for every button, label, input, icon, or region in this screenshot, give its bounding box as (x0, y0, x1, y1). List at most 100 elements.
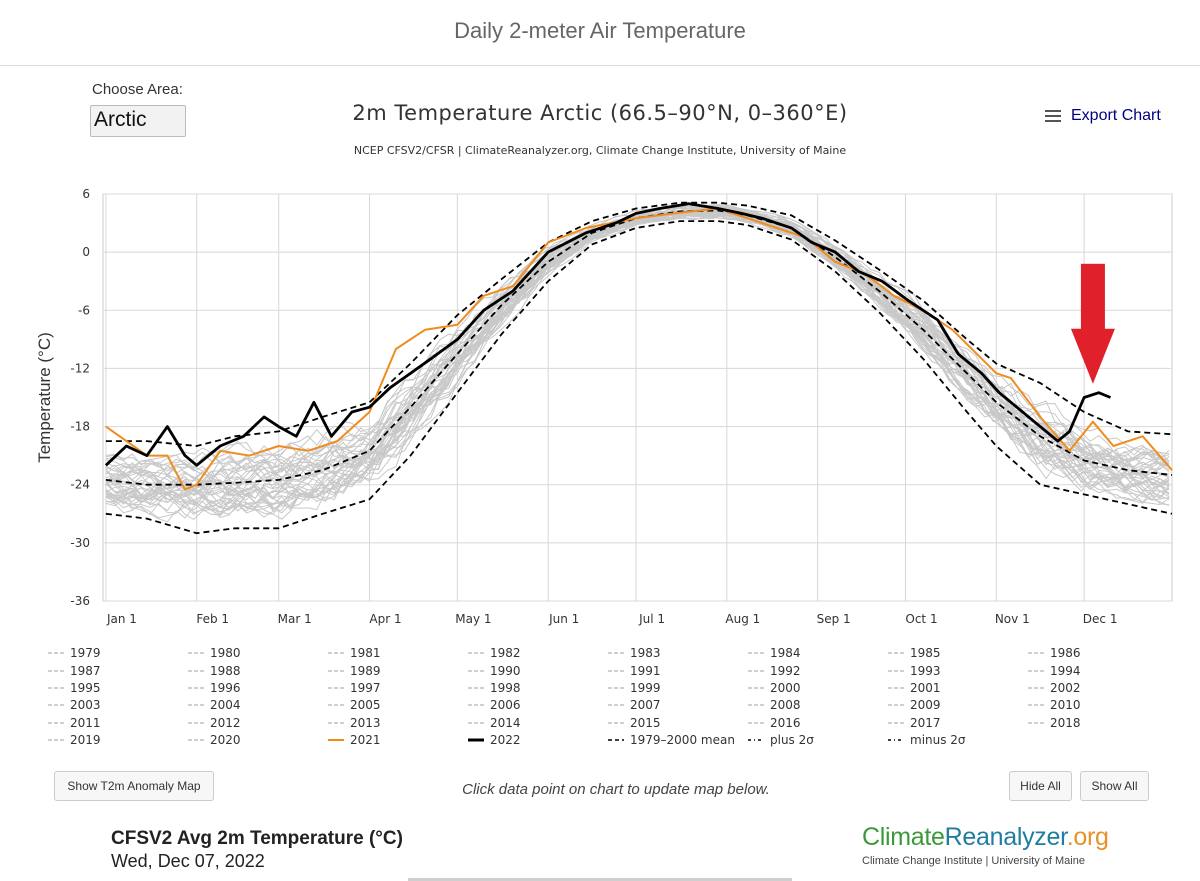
legend-swatch (328, 722, 344, 724)
legend-item[interactable]: 1989 (328, 663, 468, 678)
legend-item[interactable]: 1979–2000 mean (608, 733, 748, 747)
legend-swatch (188, 652, 204, 654)
legend-swatch (48, 704, 64, 707)
legend-swatch (48, 669, 64, 672)
legend-item[interactable]: 2013 (328, 716, 468, 730)
legend-item[interactable]: 1997 (328, 681, 468, 695)
legend-label: 2000 (770, 680, 801, 695)
y-tick-label: -24 (70, 478, 90, 492)
page-header: Daily 2-meter Air Temperature (0, 0, 1200, 66)
legend-item[interactable]: 2011 (48, 716, 188, 730)
legend-item[interactable]: 1990 (468, 663, 608, 678)
legend-label: 1991 (630, 663, 661, 678)
legend-swatch (1028, 722, 1044, 724)
legend-item[interactable]: 1995 (48, 681, 188, 695)
legend-swatch (888, 669, 904, 672)
choose-area-label: Choose Area: (92, 81, 183, 98)
legend-swatch (48, 687, 64, 689)
legend-item[interactable]: 2015 (608, 716, 748, 730)
legend-item[interactable]: 2002 (1028, 681, 1168, 695)
x-tick-label: Oct 1 (905, 612, 937, 626)
legend-item[interactable]: 2008 (748, 698, 888, 712)
legend-item[interactable]: 1986 (1028, 646, 1168, 660)
legend-item[interactable]: 1999 (608, 681, 748, 695)
legend-item[interactable]: 1984 (748, 646, 888, 660)
legend-item[interactable]: 1987 (48, 663, 188, 678)
legend-swatch (48, 652, 64, 654)
legend-swatch (328, 652, 344, 654)
legend-item[interactable]: 1979 (48, 646, 188, 660)
legend-swatch (888, 652, 904, 654)
legend-label: 1998 (490, 680, 521, 695)
legend-swatch (1028, 669, 1044, 672)
legend-item[interactable]: 2001 (888, 681, 1028, 695)
legend-item[interactable]: 1994 (1028, 663, 1168, 678)
legend-item[interactable]: 2014 (468, 716, 608, 730)
area-select[interactable]: Arctic (90, 105, 186, 137)
legend-item[interactable]: 2022 (468, 733, 608, 747)
hide-all-button[interactable]: Hide All (1009, 771, 1072, 801)
series-line-2005 (105, 209, 1170, 500)
logo-text-org: .org (1066, 823, 1109, 851)
legend-item[interactable]: 2016 (748, 716, 888, 730)
show-all-button[interactable]: Show All (1080, 771, 1149, 801)
legend-swatch (748, 722, 764, 724)
legend-item[interactable]: 2004 (188, 698, 328, 712)
menu-icon (1045, 107, 1061, 125)
legend-label: 1979–2000 mean (630, 733, 735, 748)
chart-hint: Click data point on chart to update map … (462, 781, 770, 798)
legend-item[interactable]: 1991 (608, 663, 748, 678)
series-line-1990 (105, 212, 1170, 512)
legend-label: 1985 (910, 646, 941, 661)
legend-label: 2022 (490, 733, 521, 748)
legend-item[interactable]: 1996 (188, 681, 328, 695)
export-chart-button[interactable]: Export Chart (1045, 104, 1161, 128)
legend-item[interactable]: 2019 (48, 733, 188, 747)
show-anomaly-map-button[interactable]: Show T2m Anomaly Map (54, 771, 214, 801)
legend-item[interactable]: 2007 (608, 698, 748, 712)
legend-label: 2021 (350, 733, 381, 748)
legend-swatch (1028, 652, 1044, 654)
annotation-arrow (1070, 263, 1115, 384)
series-line-1982 (105, 207, 1170, 511)
legend-item[interactable]: 1998 (468, 681, 608, 695)
legend-item[interactable]: 1983 (608, 646, 748, 660)
series-line-1998 (105, 212, 1170, 513)
legend-item[interactable]: plus 2σ (748, 733, 888, 747)
legend-item[interactable]: 1980 (188, 646, 328, 660)
legend-swatch (468, 652, 484, 654)
legend-item[interactable]: 1985 (888, 646, 1028, 660)
legend-item[interactable]: 2009 (888, 698, 1028, 712)
legend-item[interactable]: 2003 (48, 698, 188, 712)
y-axis-title: Temperature (°C) (35, 332, 54, 463)
legend-label: 1992 (770, 663, 801, 678)
legend-item[interactable]: 2006 (468, 698, 608, 712)
legend-label: 2006 (490, 698, 521, 713)
legend-item[interactable]: 1988 (188, 663, 328, 678)
legend-item[interactable]: 1982 (468, 646, 608, 660)
legend-label: 1988 (210, 663, 241, 678)
legend-swatch (748, 687, 764, 689)
temperature-chart[interactable]: -36 -30 -24 -18 -12 -6 0 6 Jan 1 Feb 1 Mar 1 Apr 1 M… (0, 170, 1200, 640)
legend-label: 1984 (770, 646, 801, 661)
legend-item[interactable]: 2012 (188, 716, 328, 730)
legend-swatch (748, 739, 764, 741)
legend-item[interactable]: 2000 (748, 681, 888, 695)
legend-item[interactable]: 1992 (748, 663, 888, 678)
legend-item[interactable]: 1981 (328, 646, 468, 660)
legend-item[interactable]: minus 2σ (888, 733, 1028, 747)
x-tick-label: Aug 1 (725, 612, 760, 626)
series-line-minus-2- (105, 220, 1173, 535)
legend-item[interactable]: 2020 (188, 733, 328, 747)
legend-swatch (188, 704, 204, 707)
x-tick-label: Mar 1 (278, 612, 312, 626)
legend-item[interactable]: 2005 (328, 698, 468, 712)
legend-item[interactable]: 2010 (1028, 698, 1168, 712)
legend-label: 2019 (70, 733, 101, 748)
legend-item[interactable]: 2021 (328, 733, 468, 747)
legend-item[interactable]: 2018 (1028, 716, 1168, 730)
legend-item[interactable]: 1993 (888, 663, 1028, 678)
chart-axes: -36 -30 -24 -18 -12 -6 0 6 Jan 1 Feb 1 Mar 1 Apr 1 M… (35, 187, 1117, 626)
legend-item[interactable]: 2017 (888, 716, 1028, 730)
legend-swatch (328, 687, 344, 689)
